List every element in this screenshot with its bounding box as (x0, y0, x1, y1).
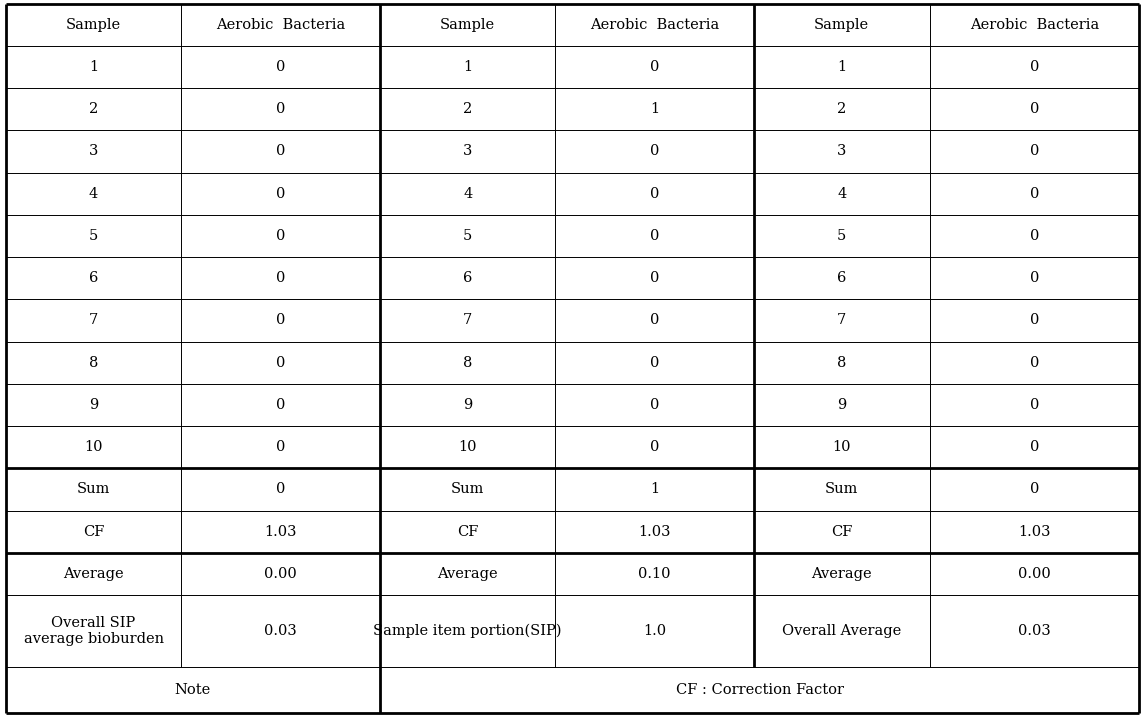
Text: 0: 0 (650, 229, 660, 243)
Text: Sample: Sample (814, 18, 869, 32)
Text: 8: 8 (463, 356, 473, 370)
Text: 0: 0 (650, 144, 660, 158)
Text: 0: 0 (650, 398, 660, 412)
Text: Overall Average: Overall Average (782, 624, 901, 638)
Text: 4: 4 (89, 186, 98, 201)
Text: 10: 10 (458, 440, 477, 455)
Text: 0: 0 (650, 186, 660, 201)
Text: Overall SIP
average bioburden: Overall SIP average bioburden (24, 616, 164, 646)
Text: 0: 0 (1029, 398, 1040, 412)
Text: 0: 0 (1029, 483, 1040, 496)
Text: 9: 9 (837, 398, 846, 412)
Text: 9: 9 (463, 398, 472, 412)
Text: 1: 1 (463, 60, 472, 74)
Text: 10: 10 (85, 440, 103, 455)
Text: 6: 6 (463, 271, 473, 285)
Text: 7: 7 (463, 313, 472, 328)
Text: 0: 0 (650, 60, 660, 74)
Text: CF: CF (457, 525, 479, 538)
Text: 0: 0 (276, 440, 285, 455)
Text: 2: 2 (89, 103, 98, 116)
Text: 0: 0 (1029, 229, 1040, 243)
Text: 6: 6 (837, 271, 846, 285)
Text: Sum: Sum (451, 483, 484, 496)
Text: 0: 0 (276, 398, 285, 412)
Text: Aerobic  Bacteria: Aerobic Bacteria (216, 18, 346, 32)
Text: Average: Average (63, 567, 124, 581)
Text: Sample: Sample (66, 18, 121, 32)
Text: CF: CF (831, 525, 852, 538)
Text: 0: 0 (1029, 356, 1040, 370)
Text: 9: 9 (89, 398, 98, 412)
Text: 0: 0 (276, 60, 285, 74)
Text: Average: Average (437, 567, 498, 581)
Text: 0.03: 0.03 (264, 624, 297, 638)
Text: 0: 0 (276, 144, 285, 158)
Text: 8: 8 (89, 356, 98, 370)
Text: Sum: Sum (77, 483, 110, 496)
Text: Average: Average (812, 567, 872, 581)
Text: 0: 0 (276, 271, 285, 285)
Text: 0: 0 (1029, 60, 1040, 74)
Text: 4: 4 (837, 186, 846, 201)
Text: 7: 7 (837, 313, 846, 328)
Text: 0: 0 (276, 186, 285, 201)
Text: 5: 5 (89, 229, 98, 243)
Text: CF : Correction Factor: CF : Correction Factor (676, 683, 844, 697)
Text: 8: 8 (837, 356, 846, 370)
Text: 4: 4 (463, 186, 472, 201)
Text: Aerobic  Bacteria: Aerobic Bacteria (590, 18, 719, 32)
Text: 10: 10 (832, 440, 851, 455)
Text: 0: 0 (650, 440, 660, 455)
Text: 0.00: 0.00 (264, 567, 297, 581)
Text: Note: Note (175, 683, 211, 697)
Text: 3: 3 (837, 144, 846, 158)
Text: 0.00: 0.00 (1018, 567, 1051, 581)
Text: 0: 0 (276, 356, 285, 370)
Text: 0: 0 (276, 229, 285, 243)
Text: 1: 1 (837, 60, 846, 74)
Text: 0: 0 (1029, 440, 1040, 455)
Text: CF: CF (82, 525, 104, 538)
Text: 0.10: 0.10 (639, 567, 671, 581)
Text: 6: 6 (89, 271, 98, 285)
Text: Sum: Sum (826, 483, 859, 496)
Text: 0: 0 (1029, 144, 1040, 158)
Text: 2: 2 (463, 103, 472, 116)
Text: 0: 0 (650, 313, 660, 328)
Text: 0: 0 (650, 356, 660, 370)
Text: Sample item portion(SIP): Sample item portion(SIP) (373, 624, 562, 638)
Text: 1.03: 1.03 (1018, 525, 1051, 538)
Text: 1: 1 (650, 483, 660, 496)
Text: 0: 0 (276, 103, 285, 116)
Text: 0: 0 (650, 271, 660, 285)
Text: 0: 0 (1029, 186, 1040, 201)
Text: 0: 0 (1029, 313, 1040, 328)
Text: 0: 0 (276, 483, 285, 496)
Text: Aerobic  Bacteria: Aerobic Bacteria (970, 18, 1099, 32)
Text: 1.03: 1.03 (639, 525, 671, 538)
Text: 5: 5 (837, 229, 846, 243)
Text: 2: 2 (837, 103, 846, 116)
Text: 1.0: 1.0 (643, 624, 666, 638)
Text: 0: 0 (1029, 271, 1040, 285)
Text: 7: 7 (89, 313, 98, 328)
Text: 1: 1 (650, 103, 660, 116)
Text: 3: 3 (89, 144, 98, 158)
Text: 0.03: 0.03 (1018, 624, 1051, 638)
Text: 0: 0 (276, 313, 285, 328)
Text: 1: 1 (89, 60, 98, 74)
Text: 5: 5 (463, 229, 472, 243)
Text: 3: 3 (463, 144, 473, 158)
Text: 0: 0 (1029, 103, 1040, 116)
Text: Sample: Sample (440, 18, 495, 32)
Text: 1.03: 1.03 (264, 525, 297, 538)
